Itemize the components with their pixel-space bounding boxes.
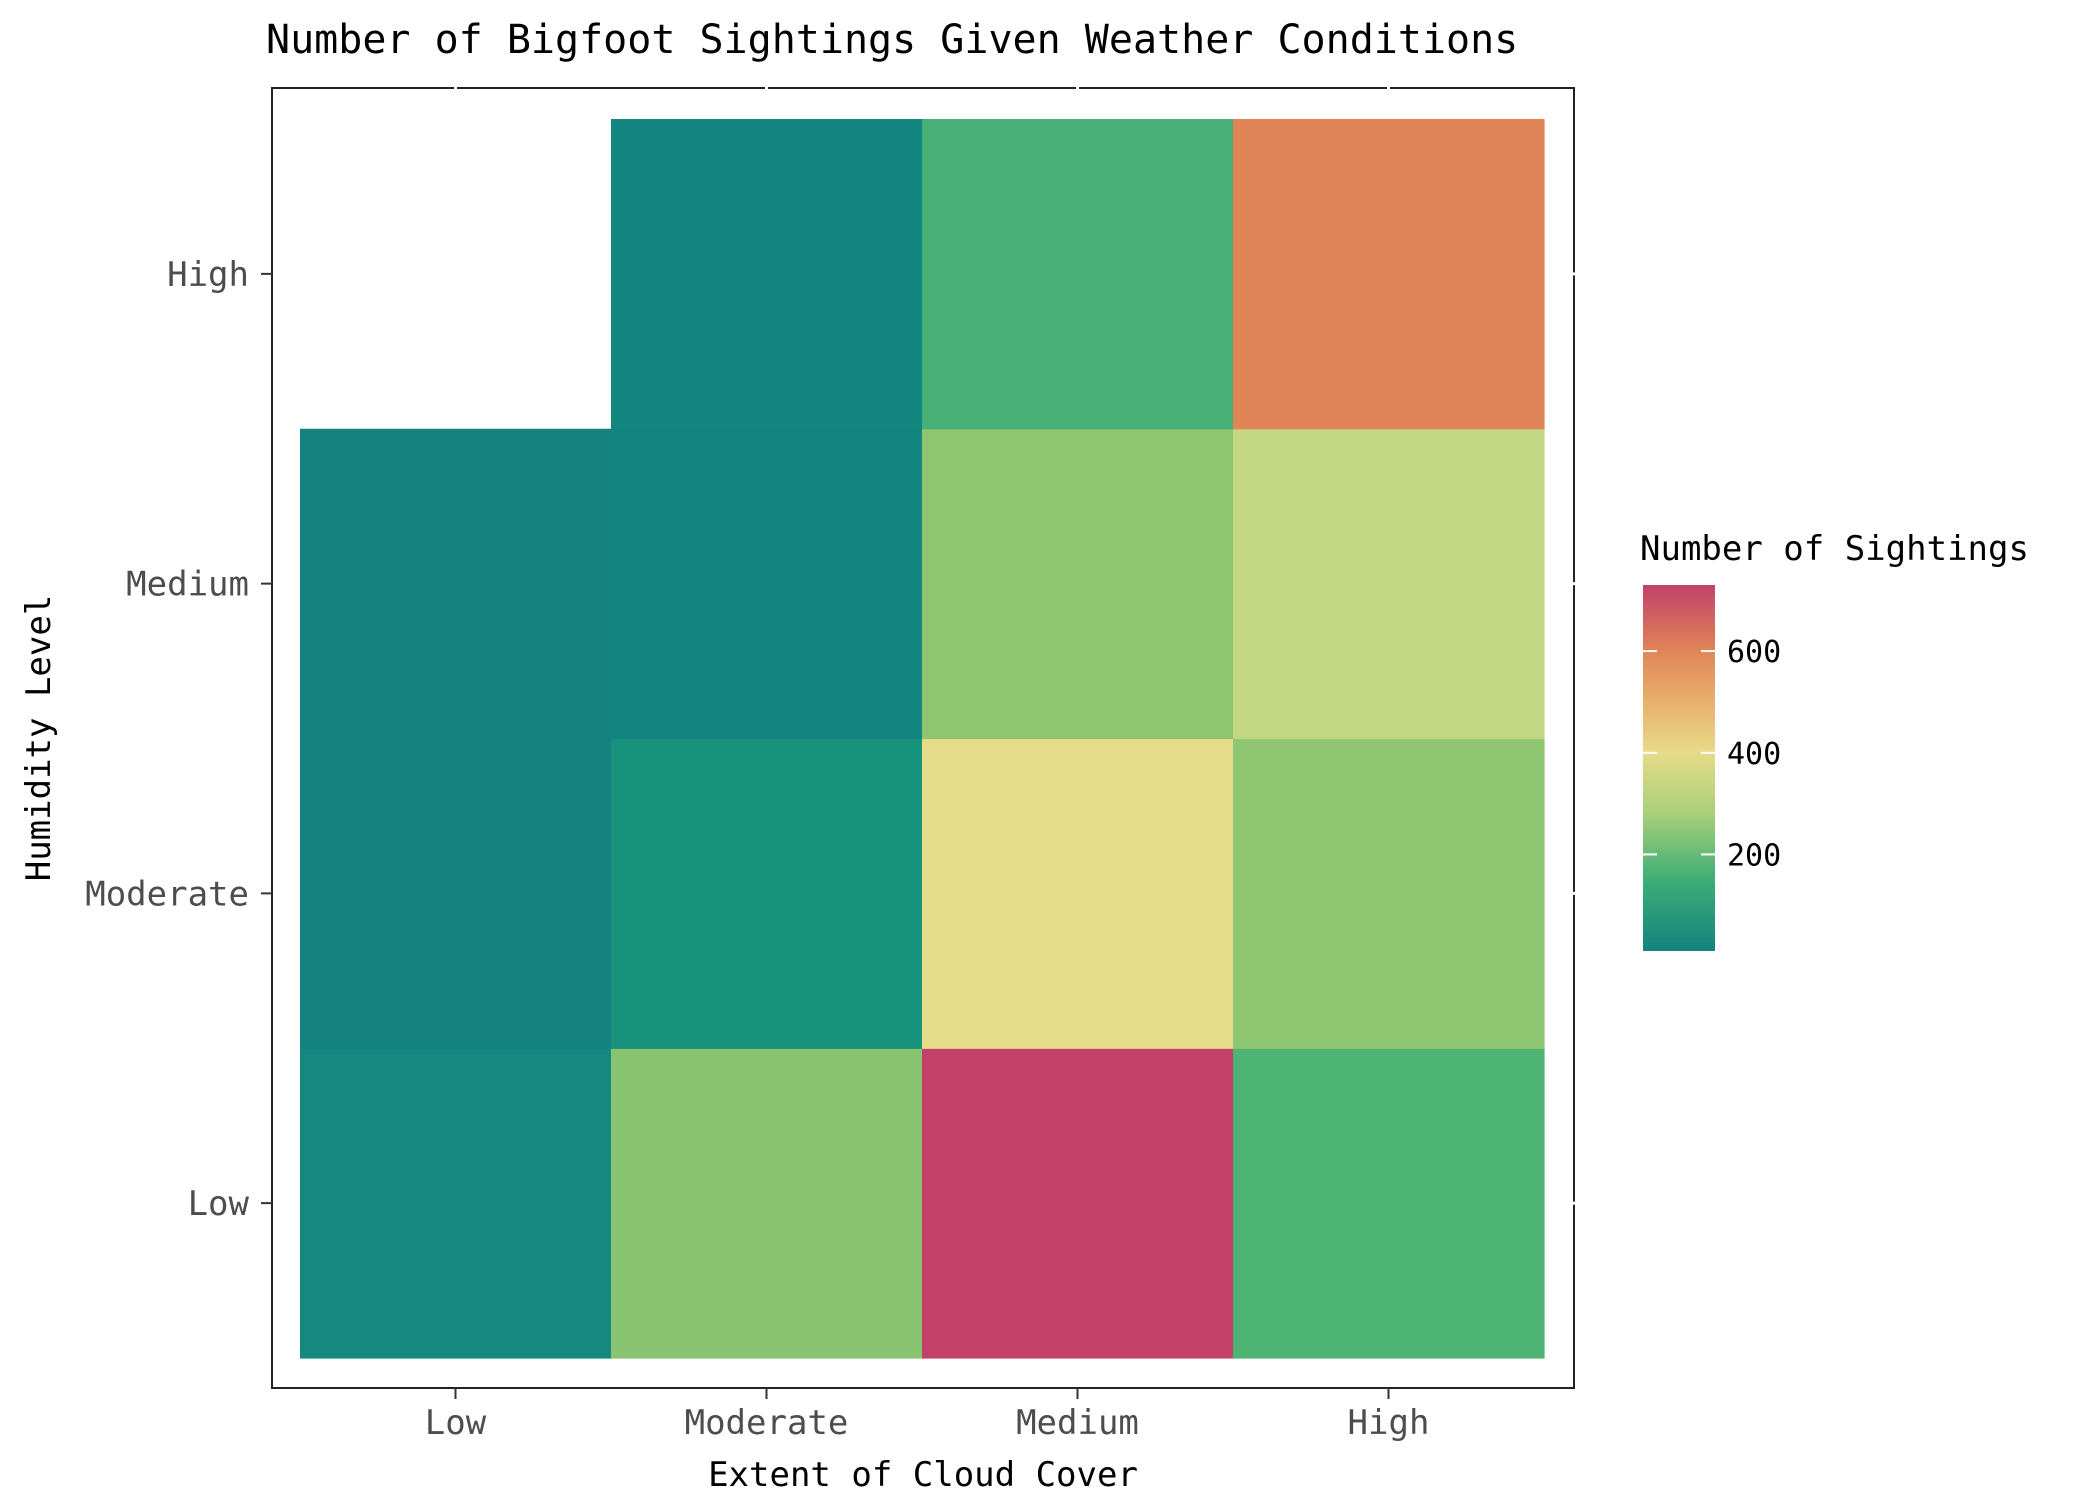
x-tick-label: Low: [425, 1403, 487, 1443]
x-tick-label: Moderate: [685, 1403, 849, 1443]
heatmap-cell-medium-medium: [922, 428, 1234, 740]
legend-title: Number of Sightings: [1640, 529, 2029, 569]
heatmap-cell-high-high: [1233, 119, 1545, 430]
plot-panel-border: [271, 87, 1575, 1389]
x-tick-label: High: [1348, 1403, 1430, 1443]
heatmap-cell-moderate-low: [611, 1048, 923, 1359]
y-axis-label: Humidity Level: [19, 595, 59, 882]
y-axis: Low Moderate Medium High: [85, 255, 272, 1224]
color-legend: Number of Sightings 200 400 600: [1640, 529, 2029, 951]
x-axis: Low Moderate Medium High: [425, 1388, 1430, 1443]
x-tick-label: Medium: [1016, 1403, 1139, 1443]
heatmap-cell-high-low: [1233, 1048, 1545, 1359]
heatmap-cell-medium-moderate: [922, 738, 1234, 1049]
y-tick-label: High: [167, 255, 249, 295]
chart-title: Number of Bigfoot Sightings Given Weathe…: [266, 17, 1518, 63]
x-axis-label: Extent of Cloud Cover: [708, 1455, 1138, 1495]
heatmap-cell-low-low: [300, 1048, 612, 1359]
heatmap-cell-low-moderate: [300, 738, 612, 1049]
legend-tick-label: 200: [1727, 838, 1781, 873]
legend-ticks: 200 400 600: [1643, 635, 1781, 873]
heatmap-cell-medium-high: [922, 119, 1234, 430]
heatmap-cell-low-medium: [300, 428, 612, 740]
y-tick-label: Medium: [126, 565, 249, 605]
heatmap-cell-medium-low: [922, 1048, 1234, 1359]
heatmap-cells: [300, 119, 1545, 1359]
heatmap-cell-high-moderate: [1233, 738, 1545, 1049]
legend-tick-label: 600: [1727, 635, 1781, 670]
legend-tick-label: 400: [1727, 737, 1781, 772]
heatmap-cell-moderate-high: [611, 119, 923, 430]
heatmap-cell-moderate-medium: [611, 428, 923, 740]
heatmap-cell-high-medium: [1233, 428, 1545, 740]
y-tick-label: Moderate: [85, 874, 249, 914]
heatmap-cell-moderate-moderate: [611, 738, 923, 1049]
legend-colorbar: [1643, 585, 1715, 951]
panel-tick-marks: [454, 84, 1578, 1205]
y-tick-label: Low: [188, 1184, 250, 1224]
